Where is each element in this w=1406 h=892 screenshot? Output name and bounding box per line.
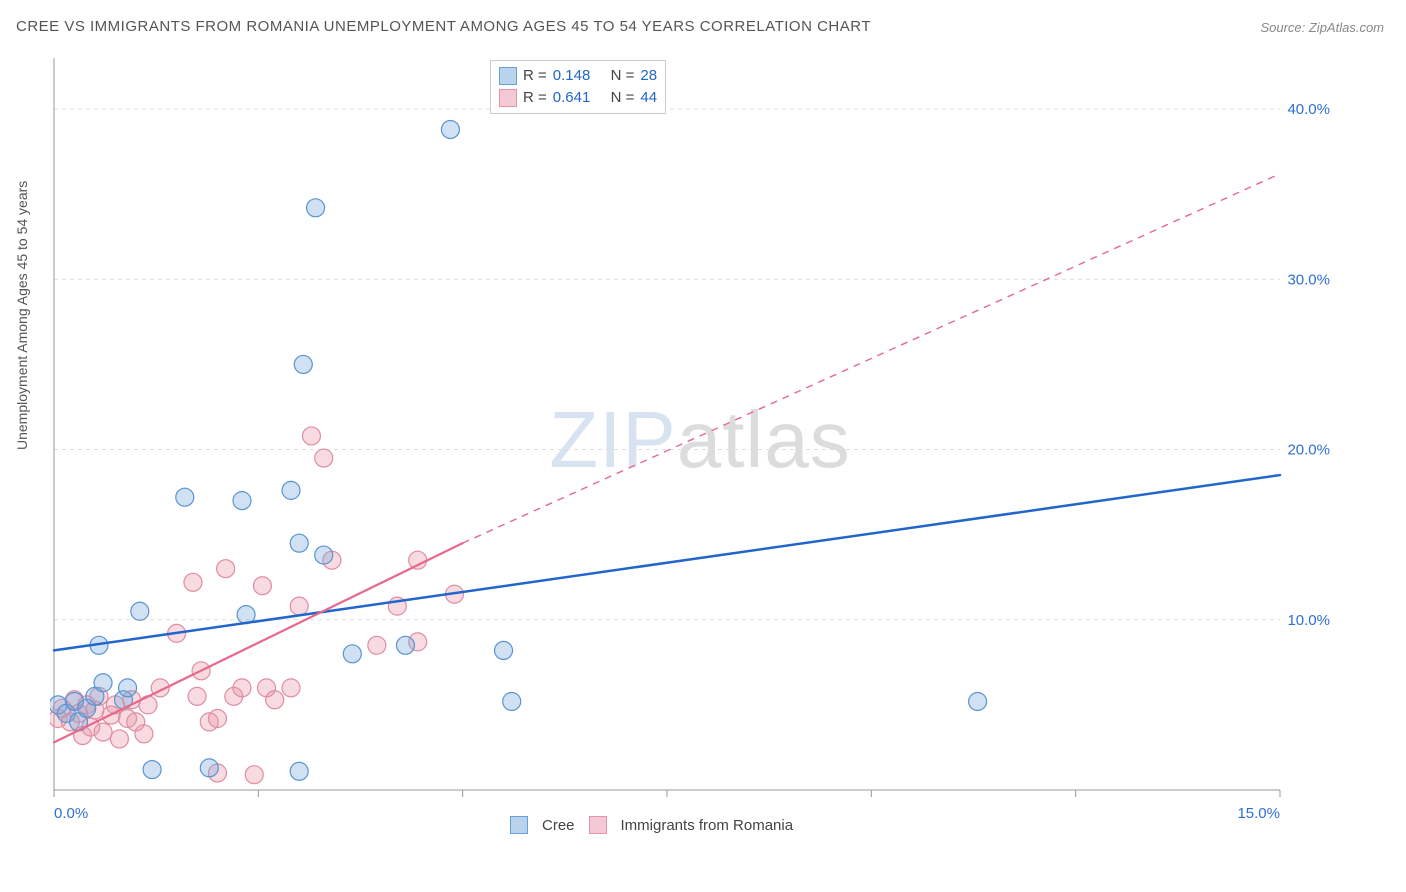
legend-r-label: R = bbox=[523, 87, 547, 109]
series-legend: Cree Immigrants from Romania bbox=[510, 816, 793, 834]
svg-text:0.0%: 0.0% bbox=[54, 805, 88, 822]
legend-swatch-cree bbox=[510, 816, 528, 834]
chart-svg: 10.0% 20.0% 30.0% 40.0% 0.0% 15.0% bbox=[50, 50, 1350, 830]
svg-text:10.0%: 10.0% bbox=[1287, 612, 1330, 629]
chart-title: CREE VS IMMIGRANTS FROM ROMANIA UNEMPLOY… bbox=[16, 18, 871, 35]
svg-text:20.0%: 20.0% bbox=[1287, 442, 1330, 459]
legend-row-cree: R = 0.148 N = 28 bbox=[499, 65, 657, 87]
svg-text:30.0%: 30.0% bbox=[1287, 271, 1330, 288]
plot-area: ZIPatlas 10.0%20.0%30.0%40.0%0.0%15.0% R… bbox=[50, 50, 1350, 830]
source-attribution: Source: ZipAtlas.com bbox=[1260, 20, 1384, 35]
legend-n-label: N = bbox=[611, 87, 635, 109]
legend-n-value-romania: 44 bbox=[640, 87, 657, 109]
svg-text:15.0%: 15.0% bbox=[1237, 805, 1280, 822]
legend-swatch-cree bbox=[499, 67, 517, 85]
legend-r-label: R = bbox=[523, 65, 547, 87]
legend-r-value-cree: 0.148 bbox=[553, 65, 591, 87]
legend-swatch-romania bbox=[589, 816, 607, 834]
legend-n-label: N = bbox=[611, 65, 635, 87]
correlation-legend: R = 0.148 N = 28 R = 0.641 N = 44 bbox=[490, 60, 666, 114]
legend-r-value-romania: 0.641 bbox=[553, 87, 591, 109]
legend-n-value-cree: 28 bbox=[640, 65, 657, 87]
legend-label-cree: Cree bbox=[542, 817, 575, 834]
legend-row-romania: R = 0.641 N = 44 bbox=[499, 87, 657, 109]
legend-swatch-romania bbox=[499, 89, 517, 107]
y-axis-label: Unemployment Among Ages 45 to 54 years bbox=[14, 181, 30, 450]
legend-label-romania: Immigrants from Romania bbox=[621, 817, 794, 834]
svg-text:40.0%: 40.0% bbox=[1287, 101, 1330, 118]
